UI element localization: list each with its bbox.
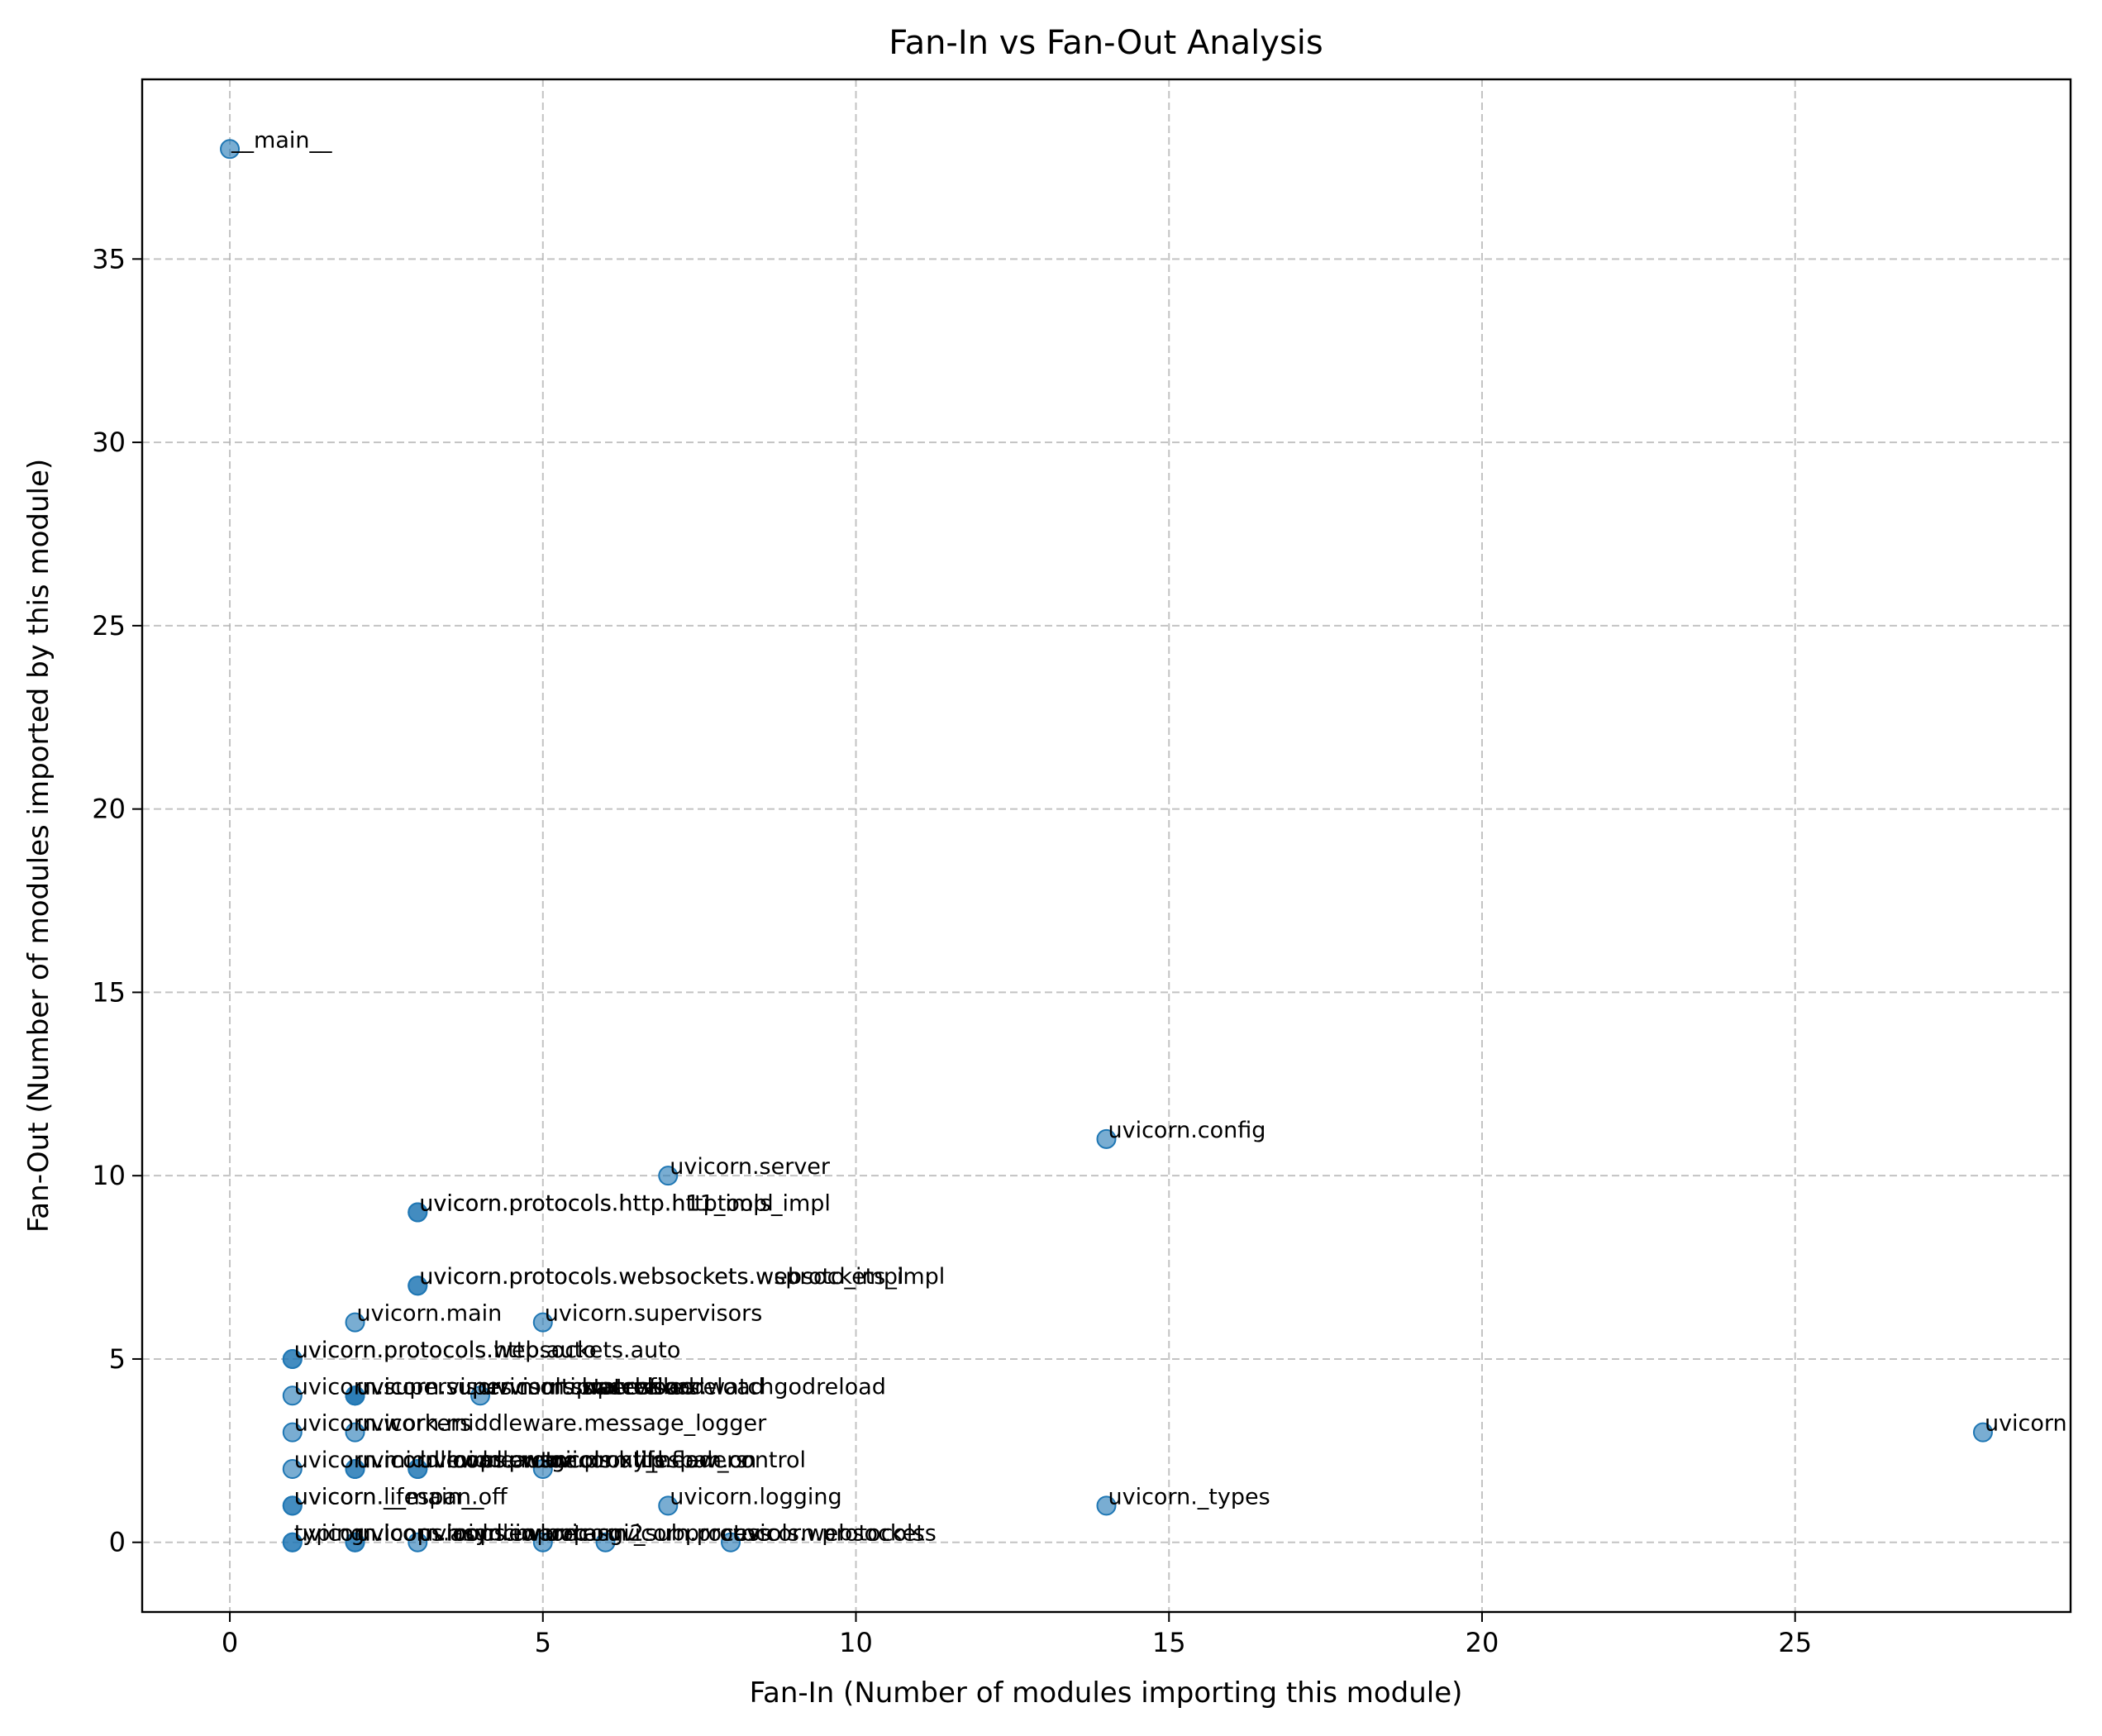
- data-point-label: uvicorn.lifespan.on: [545, 1447, 756, 1473]
- x-tick-label: 0: [222, 1627, 238, 1658]
- data-point-label: uvicorn.middleware.message_logger: [357, 1411, 768, 1437]
- chart-title: Fan-In vs Fan-Out Analysis: [889, 24, 1323, 62]
- x-tick-label: 5: [535, 1627, 551, 1658]
- data-point-label: typing: [294, 1521, 365, 1547]
- data-point-label: __main__: [231, 127, 332, 153]
- data-point-label: uvicorn.loops.asyncio: [294, 1521, 535, 1547]
- x-tick-label: 20: [1466, 1627, 1499, 1658]
- y-axis-ticks: 0 5 10 15 20 25 30 35: [92, 243, 142, 1558]
- data-point-label: uvicorn._types: [1108, 1484, 1270, 1509]
- data-point-label: uvicorn.middleware.proxy_headers: [357, 1447, 748, 1473]
- data-point: [282, 1348, 303, 1369]
- data-point: [345, 1312, 365, 1333]
- data-point-label: uvicorn.supervisors.statreload: [357, 1374, 695, 1400]
- y-tick-label: 0: [109, 1527, 126, 1558]
- data-point-label: uvicorn.protocols.http.httptools_impl: [419, 1191, 831, 1217]
- data-points: [220, 139, 1993, 1552]
- data-point: [282, 1459, 303, 1480]
- y-tick-label: 5: [109, 1343, 126, 1375]
- data-point-label: uvicorn.supervisors.watchgodreload: [482, 1374, 886, 1400]
- plot-frame: [141, 78, 2072, 1614]
- data-point-label: uvicorn.protocols.http.h11_impl: [419, 1191, 773, 1217]
- data-point-label: uvicorn._subprocess: [545, 1521, 771, 1547]
- data-point-label: uvicorn.server: [670, 1154, 831, 1180]
- data-point-label: uvicorn.protocols.websockets.auto: [294, 1338, 681, 1363]
- x-tick-label: 15: [1152, 1627, 1186, 1658]
- data-point-label: uvicorn.supervisors.basereload: [357, 1374, 705, 1400]
- y-tick-label: 10: [92, 1160, 126, 1191]
- y-tick-label: 20: [92, 794, 126, 825]
- data-point-label: uvicorn.config: [1108, 1118, 1266, 1143]
- data-point: [1096, 1495, 1117, 1516]
- data-point-label: uvicorn.protocols.websockets.websockets_…: [419, 1264, 945, 1290]
- data-point: [470, 1385, 491, 1406]
- data-point-label: uvicorn.supervisors: [545, 1301, 763, 1327]
- y-tick-label: 35: [92, 243, 126, 274]
- data-point: [658, 1495, 679, 1516]
- data-point: [532, 1532, 553, 1552]
- data-point-label: uvicorn.middleware.asgi2: [357, 1521, 644, 1547]
- data-point-label: uvicorn.protocols.utils: [419, 1447, 665, 1473]
- y-axis-label: Fan-Out (Number of modules imported by t…: [22, 459, 55, 1233]
- data-point: [532, 1312, 553, 1333]
- data-point: [532, 1459, 553, 1480]
- y-tick-label: 15: [92, 976, 126, 1008]
- data-point: [282, 1532, 303, 1552]
- data-point-label: uvicorn.protocols: [732, 1521, 924, 1547]
- data-point-label: uvicorn.__main__: [294, 1484, 484, 1509]
- y-tick-label: 30: [92, 427, 126, 458]
- point-labels: __main__ uvicorn.config uvicorn.server uvic…: [231, 127, 2067, 1546]
- data-point: [345, 1385, 365, 1406]
- data-point-label: uvicorn.main: [357, 1301, 503, 1327]
- data-point-label: uvicorn.workers: [294, 1411, 471, 1437]
- data-point-label: uvicorn.loops.auto: [357, 1447, 563, 1473]
- data-point-label: uvicorn.protocols.websockets: [608, 1521, 937, 1547]
- y-tick-label: 25: [92, 610, 126, 641]
- data-point: [408, 1202, 428, 1223]
- data-point: [408, 1276, 428, 1296]
- data-point: [1096, 1128, 1117, 1149]
- data-point: [721, 1532, 741, 1552]
- data-point-label: uvicorn.loops.uvloop: [357, 1521, 588, 1547]
- data-point: [282, 1385, 303, 1406]
- data-point: [658, 1166, 679, 1186]
- x-tick-label: 25: [1778, 1627, 1812, 1658]
- data-point-label: uvicorn.protocols.http.auto: [294, 1338, 597, 1363]
- data-point-label: uvicorn.logging: [670, 1484, 841, 1509]
- data-point-label: uvicorn.importer: [419, 1521, 606, 1547]
- data-point-label: uvicorn.protocols.http.flow_control: [419, 1447, 806, 1473]
- data-point-label: uvicorn.protocols.websockets.wsproto_imp…: [419, 1264, 903, 1290]
- data-point-label: uvicorn.middleware.wsgi: [294, 1447, 572, 1473]
- data-point: [408, 1532, 428, 1552]
- data-point-label: uvicorn.supervisors.watchfilesreload: [357, 1374, 765, 1400]
- x-axis-ticks: 0 5 10 15 20 25: [222, 1612, 1812, 1658]
- data-point: [220, 139, 241, 160]
- data-point: [282, 1422, 303, 1443]
- data-point: [345, 1422, 365, 1443]
- data-point: [345, 1532, 365, 1552]
- data-point-label: uvicorn: [1985, 1411, 2067, 1437]
- data-point: [595, 1532, 616, 1552]
- data-point-label: uvicorn.lifespan.off: [294, 1484, 508, 1509]
- data-point-label: uvicorn.supervisors.multiprocess: [294, 1374, 662, 1400]
- data-point: [408, 1459, 428, 1480]
- grid-lines: [142, 79, 2071, 1612]
- data-point: [345, 1459, 365, 1480]
- data-point: [1972, 1422, 1993, 1443]
- x-axis-label: Fan-In (Number of modules importing this…: [750, 1676, 1463, 1710]
- x-tick-label: 10: [839, 1627, 873, 1658]
- data-point: [282, 1495, 303, 1516]
